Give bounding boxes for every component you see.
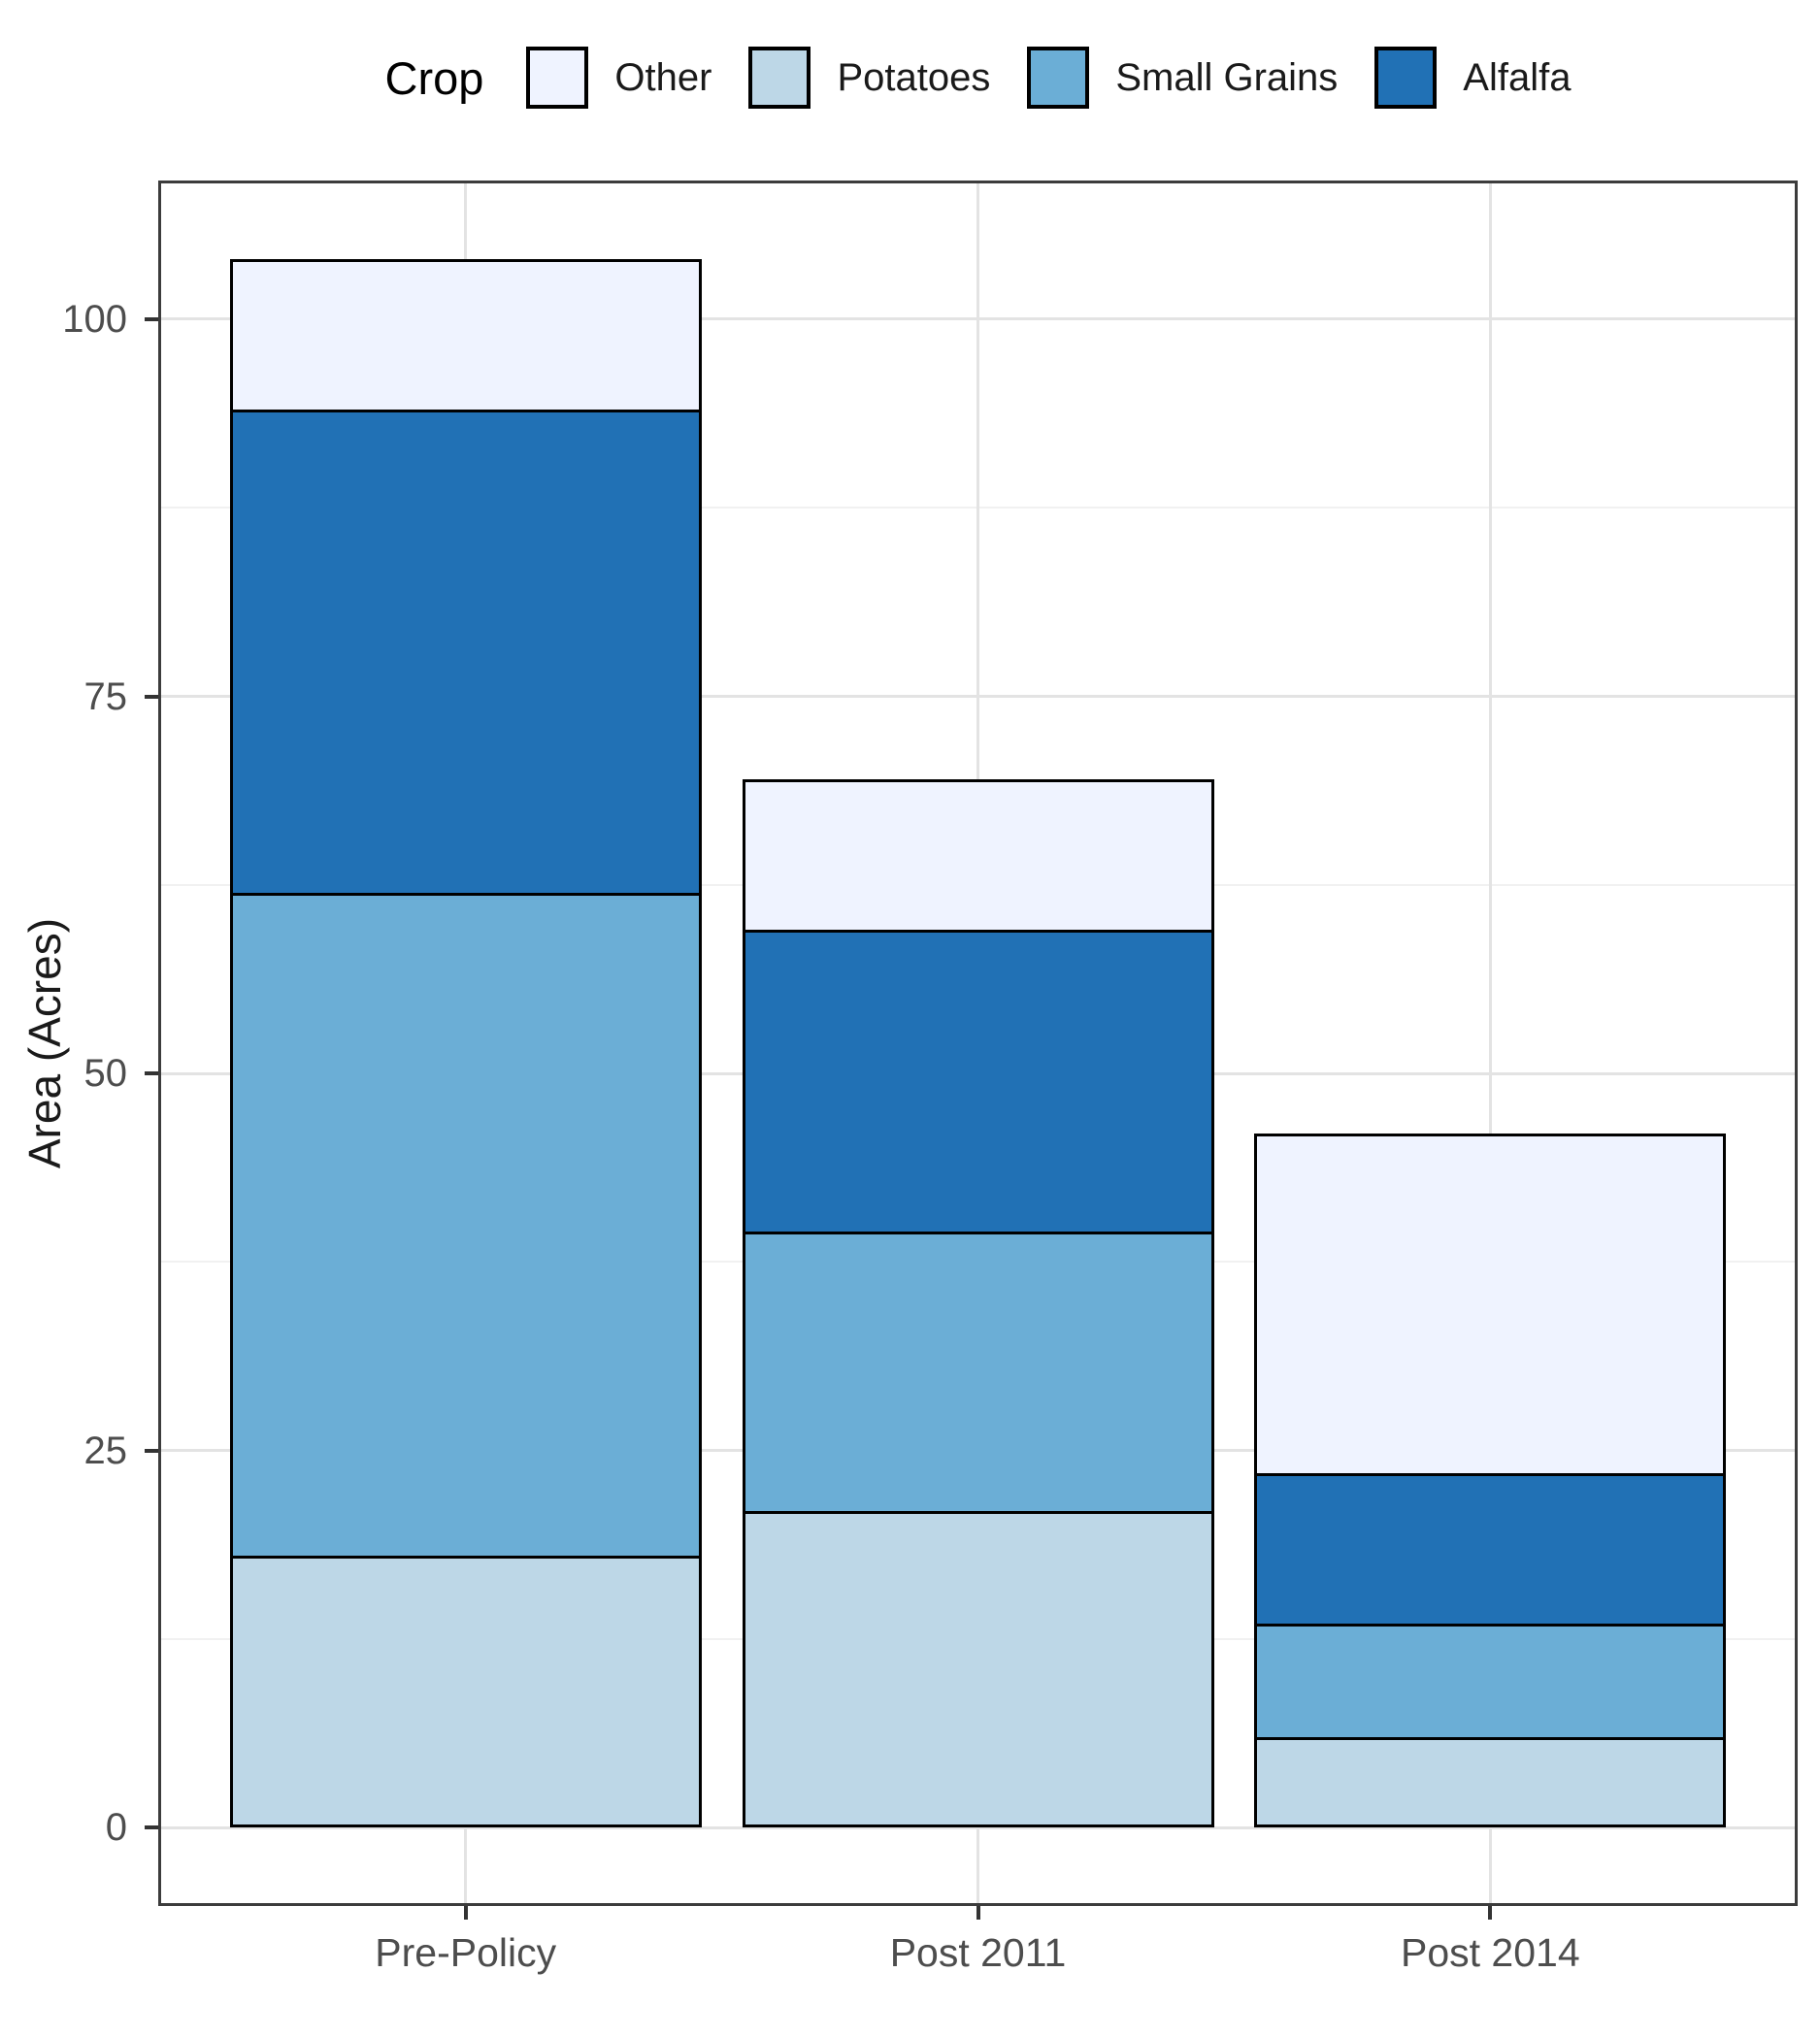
legend-item-other: Other	[526, 47, 711, 109]
bar-segment-post-2014-alfalfa	[1254, 1472, 1727, 1627]
legend-label: Potatoes	[837, 55, 991, 99]
legend-label: Small Grains	[1115, 55, 1339, 99]
legend-swatch-small-grains	[1027, 47, 1090, 109]
y-tick-label: 75	[83, 674, 128, 718]
bar-segment-pre-policy-alfalfa	[229, 410, 702, 896]
bar-segment-post-2014-other	[1254, 1134, 1727, 1476]
bar-segment-post-2011-small-grains	[742, 1232, 1214, 1514]
bar-segment-post-2011-potatoes	[742, 1510, 1214, 1828]
legend-swatch-other	[526, 47, 589, 109]
y-tick-label: 50	[83, 1052, 128, 1096]
y-tick-label: 0	[105, 1806, 127, 1850]
bar-segment-pre-policy-small-grains	[229, 892, 702, 1560]
x-axis-tick	[1488, 1906, 1493, 1920]
y-axis-tick	[145, 316, 158, 321]
y-axis-tick	[145, 694, 158, 699]
bar-segment-post-2011-alfalfa	[742, 930, 1214, 1235]
bar-segment-pre-policy-potatoes	[229, 1556, 702, 1828]
legend-item-alfalfa: Alfalfa	[1374, 47, 1571, 109]
y-axis-title: Area (Acres)	[19, 917, 70, 1169]
legend-item-small-grains: Small Grains	[1027, 47, 1338, 109]
legend-label: Other	[614, 55, 712, 99]
legend-label: Alfalfa	[1463, 55, 1572, 99]
legend: Crop Other Potatoes Small Grains Alfalfa	[158, 27, 1798, 128]
bar-segment-post-2011-other	[742, 779, 1214, 934]
legend-swatch-potatoes	[748, 47, 811, 109]
y-axis-tick	[145, 1825, 158, 1830]
y-tick-label: 100	[62, 297, 127, 341]
bar-segment-post-2014-potatoes	[1254, 1736, 1727, 1828]
legend-title: Crop	[384, 51, 484, 104]
bar-segment-pre-policy-other	[229, 258, 702, 413]
bar-segment-post-2014-small-grains	[1254, 1624, 1727, 1740]
y-axis-tick	[145, 1448, 158, 1453]
x-tick-label-post-2011: Post 2011	[889, 1930, 1067, 1975]
x-tick-label-pre-policy: Pre-Policy	[375, 1930, 557, 1975]
gridline-major-vertical	[1488, 181, 1492, 1906]
y-tick-label: 25	[83, 1429, 128, 1472]
y-axis-tick	[145, 1071, 158, 1076]
x-tick-label-post-2014: Post 2014	[1400, 1930, 1580, 1975]
x-axis-tick	[463, 1906, 468, 1920]
legend-item-potatoes: Potatoes	[748, 47, 990, 109]
x-axis-tick	[976, 1906, 980, 1920]
legend-swatch-alfalfa	[1374, 47, 1438, 109]
